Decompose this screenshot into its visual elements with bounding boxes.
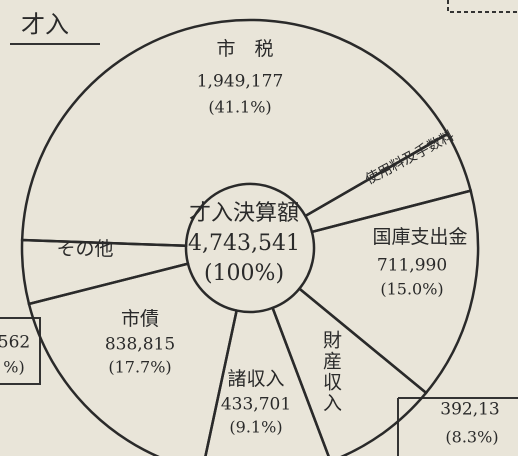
pie-segment — [27, 262, 239, 456]
amount-label: 711,990 — [377, 256, 447, 276]
category-label: 市債 — [121, 308, 159, 330]
value-label: %) — [3, 358, 24, 377]
category-label: 市 税 — [216, 38, 273, 60]
pie-segment — [20, 238, 190, 306]
chart-title: 才入 — [21, 11, 69, 39]
amount-label: 433,701 — [221, 395, 291, 415]
pie-segment — [20, 18, 450, 248]
pie-segment — [270, 286, 428, 456]
amount-label: 838,815 — [105, 335, 175, 355]
category-label: 諸収入 — [227, 368, 284, 390]
amount-label: 1,949,177 — [197, 72, 284, 92]
pie-segment — [297, 189, 480, 395]
value-label: (8.3%) — [445, 428, 498, 447]
center-label: 才入決算額 — [189, 201, 299, 226]
callout-box-right — [397, 397, 518, 456]
pie-segment — [204, 306, 330, 456]
category-label: その他 — [56, 238, 113, 260]
value-label: (9.1%) — [229, 418, 282, 437]
callout-box-left — [0, 317, 41, 385]
center-label: 4,743,541 — [188, 231, 300, 256]
amount-label: 392,13 — [440, 400, 499, 420]
category-label: 国庫支出金 — [372, 226, 467, 248]
amount-label: 562 — [0, 333, 30, 353]
value-label: (41.1%) — [208, 98, 271, 117]
pie — [20, 18, 480, 456]
value-label: (17.7%) — [108, 358, 171, 377]
value-label: (15.0%) — [380, 280, 443, 299]
neighbor-box — [447, 0, 518, 13]
category-label: 財産収入 — [320, 330, 342, 414]
center-label: (100%) — [204, 261, 284, 286]
